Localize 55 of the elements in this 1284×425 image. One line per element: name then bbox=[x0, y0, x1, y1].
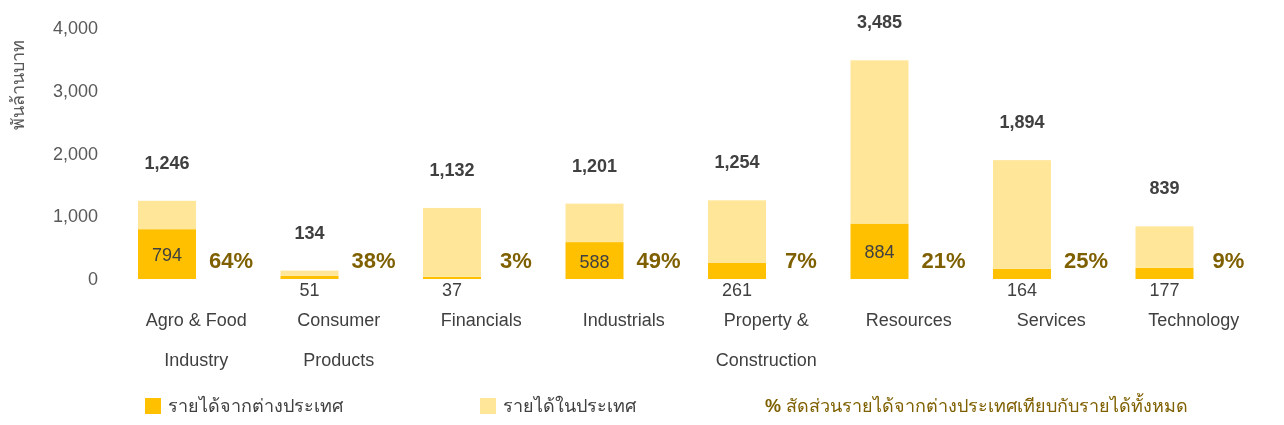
data-label: 884 bbox=[864, 242, 895, 263]
data-label: 164 bbox=[1006, 280, 1038, 300]
annotation: 25% bbox=[1063, 248, 1109, 273]
total-label: 1,132 bbox=[429, 159, 475, 180]
y-tick-label: 0 bbox=[87, 269, 98, 289]
y-tick-label: 1,000 bbox=[52, 206, 98, 227]
total-label: 1,201 bbox=[571, 155, 618, 176]
data-label: 588 bbox=[579, 251, 610, 272]
y-axis-title: พันล้านบาท bbox=[8, 40, 28, 130]
x-tick-label: Technology bbox=[1148, 310, 1240, 330]
x-tick-label: Resources bbox=[865, 310, 952, 330]
x-tick-label: Industrials bbox=[582, 310, 665, 330]
annotation: 9% bbox=[1212, 248, 1245, 273]
total-label: 839 bbox=[1149, 178, 1180, 199]
bar bbox=[280, 275, 339, 279]
bar bbox=[850, 223, 909, 279]
annotation: 38% bbox=[351, 248, 396, 273]
data-label: 794 bbox=[151, 245, 183, 266]
total-label: 1,246 bbox=[144, 152, 190, 173]
bar bbox=[993, 160, 1051, 269]
bar bbox=[565, 203, 624, 243]
x-tick-label: Property & Construction bbox=[715, 310, 817, 370]
annotation: 3% bbox=[500, 248, 532, 273]
bar bbox=[993, 268, 1051, 279]
total-label: 3,485 bbox=[856, 12, 903, 33]
bar bbox=[708, 200, 766, 263]
data-label: 261 bbox=[721, 280, 753, 300]
y-tick-label: 4,000 bbox=[52, 18, 98, 38]
x-tick-label: Services bbox=[1016, 310, 1086, 330]
legend-label: รายได้ในประเทศ bbox=[503, 395, 637, 416]
total-label: 1,894 bbox=[999, 112, 1045, 133]
data-label: 177 bbox=[1149, 280, 1180, 300]
annotation: 7% bbox=[785, 248, 817, 273]
x-tick-label: Consumer Products bbox=[297, 310, 381, 370]
data-label: 51 bbox=[299, 280, 320, 300]
bar bbox=[1135, 226, 1194, 268]
y-tick-label: 3,000 bbox=[52, 80, 98, 101]
text: % สัดส่วนรายได้จากต่างประเทศเทียบกับรายได้ทั้งหมด bbox=[765, 393, 1189, 416]
annotation: 21% bbox=[921, 248, 966, 273]
total-label: 134 bbox=[294, 222, 325, 243]
annotation: 64% bbox=[208, 248, 254, 273]
x-tick-label: Agro & Food Industry bbox=[145, 310, 247, 370]
bar bbox=[138, 200, 196, 230]
annotation: 49% bbox=[636, 248, 681, 273]
bar bbox=[280, 270, 339, 276]
total-label: 1,254 bbox=[714, 152, 760, 173]
bar bbox=[708, 262, 766, 279]
x-tick-label: Financials bbox=[440, 310, 522, 330]
data-label: 37 bbox=[441, 280, 463, 300]
bar bbox=[850, 60, 909, 224]
bar bbox=[1135, 267, 1194, 279]
y-tick-label: 2,000 bbox=[52, 143, 98, 164]
bar bbox=[138, 229, 196, 279]
bar bbox=[423, 207, 481, 277]
legend-label: รายได้จากต่างประเทศ bbox=[168, 395, 344, 416]
